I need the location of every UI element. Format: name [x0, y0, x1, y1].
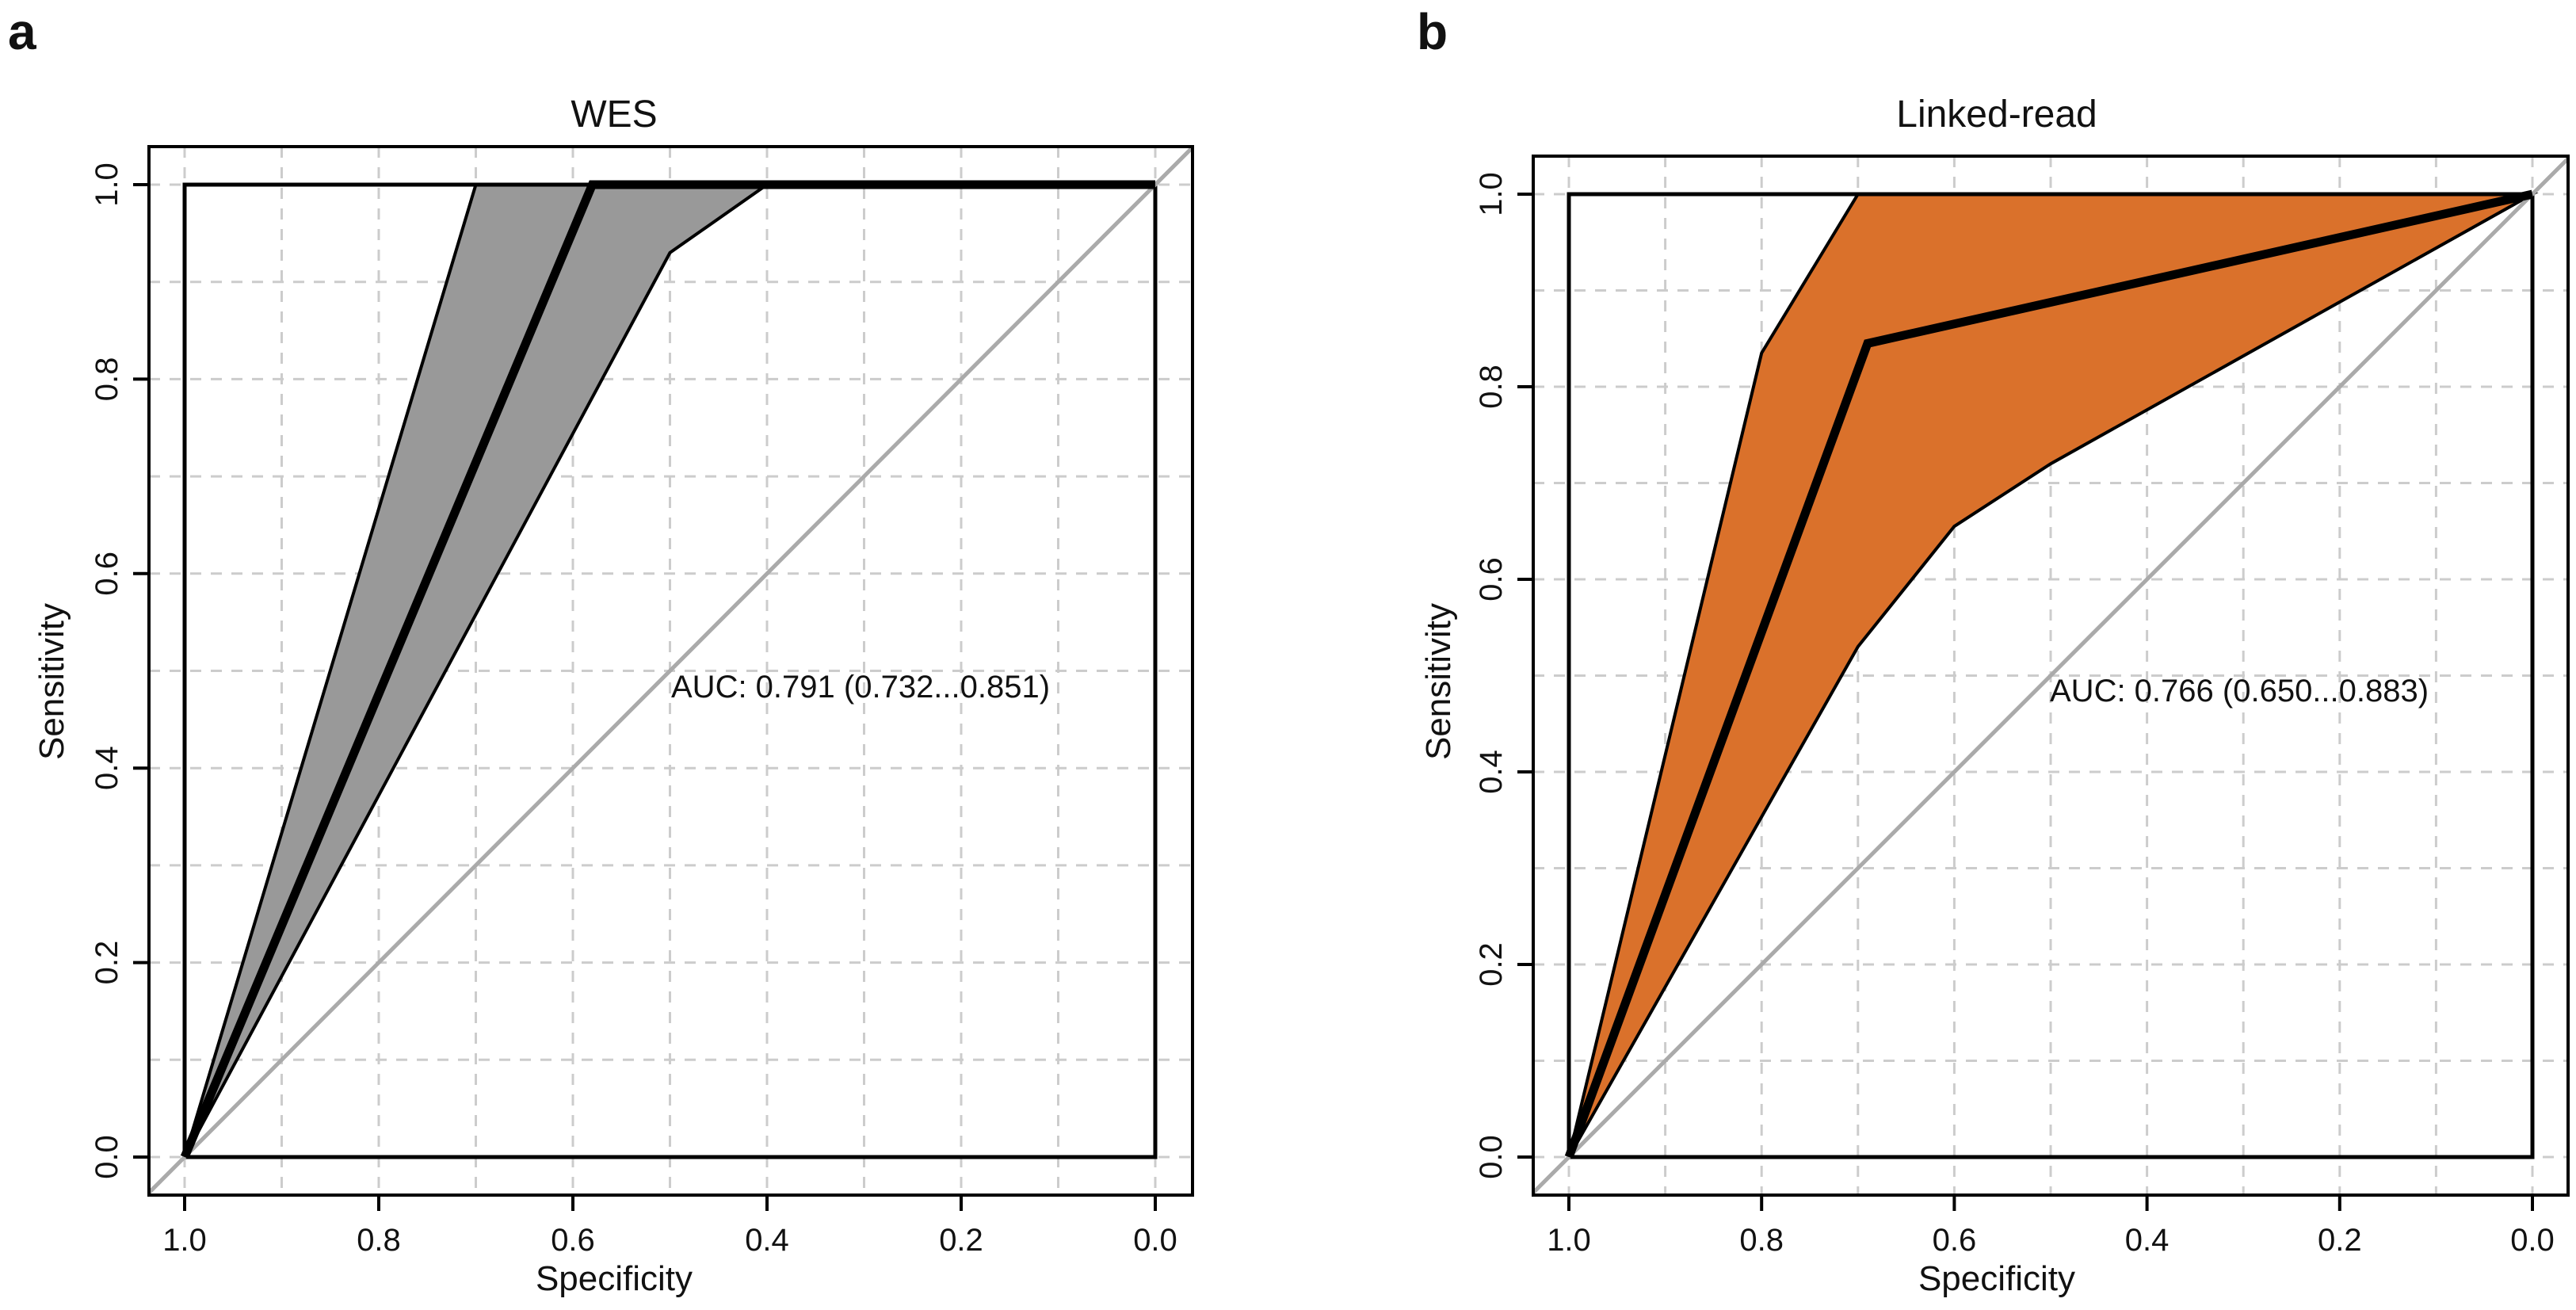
y-axis-label: Sensitivity: [1419, 603, 1458, 760]
y-tick-label: 0.2: [90, 941, 124, 985]
plot-frame: [147, 145, 1194, 1197]
chart-title-wes: WES: [571, 94, 657, 136]
y-tick-label: 0.0: [1474, 1135, 1509, 1179]
y-tick-label: 0.4: [90, 746, 124, 790]
x-tick-label: 0.6: [1933, 1223, 1977, 1258]
chance-diagonal: [1532, 157, 2570, 1194]
x-tick-label: 0.2: [939, 1223, 983, 1258]
panel-letter-a: a: [8, 3, 36, 60]
y-tick-label: 0.8: [90, 357, 124, 402]
x-axis-label: Specificity: [1918, 1259, 2075, 1298]
x-tick-label: 1.0: [162, 1223, 207, 1258]
plot-frame: [1532, 155, 2570, 1197]
auc-annotation: AUC: 0.766 (0.650...0.883): [2050, 674, 2429, 708]
y-tick-label: 0.0: [90, 1135, 124, 1179]
x-tick-label: 0.0: [2510, 1223, 2555, 1258]
x-tick-label: 0.6: [551, 1223, 595, 1258]
chance-diagonal: [147, 146, 1194, 1194]
reference-layer: [1532, 157, 2570, 1194]
y-tick-label: 0.6: [90, 552, 124, 596]
y-tick-label: 1.0: [90, 162, 124, 207]
roc-curve-layer: [1564, 189, 2534, 1159]
x-tick-label: 0.0: [1133, 1223, 1177, 1258]
x-axis-label: Specificity: [536, 1259, 693, 1298]
roc-curve: [180, 180, 1155, 1159]
axis-ticks: 1.0 0.8 0.6 0.4 0.2 0.0 0.0 0.2 0.4 0.6 0.8 1.0: [90, 162, 1177, 1258]
roc-curve-layer: [180, 180, 1155, 1159]
confidence-band-layer: [1567, 193, 2539, 1158]
chart-title-linked-read: Linked-read: [1896, 94, 2097, 136]
x-tick-label: 0.2: [2318, 1223, 2362, 1258]
panel-a: a WES Specificity Sensitivity 1.0 0.8 0.6 0…: [8, 3, 1194, 1298]
y-axis-label: Sensitivity: [32, 603, 71, 760]
y-tick-label: 0.2: [1474, 942, 1509, 987]
axis-ticks: 1.0 0.8 0.6 0.4 0.2 0.0 0.0 0.2 0.4 0.6 0.8 1.0: [1474, 172, 2555, 1258]
x-tick-label: 1.0: [1547, 1223, 1591, 1258]
y-tick-label: 0.8: [1474, 365, 1509, 409]
y-tick-label: 1.0: [1474, 172, 1509, 216]
y-tick-label: 0.6: [1474, 557, 1509, 602]
x-tick-label: 0.8: [1739, 1223, 1784, 1258]
x-tick-label: 0.8: [357, 1223, 401, 1258]
x-tick-label: 0.4: [2125, 1223, 2170, 1258]
panel-letter-b: b: [1417, 3, 1448, 60]
x-tick-label: 0.4: [745, 1223, 789, 1258]
unit-square: [1567, 192, 2535, 1159]
y-tick-label: 0.4: [1474, 750, 1509, 794]
auc-annotation: AUC: 0.791 (0.732...0.851): [671, 670, 1050, 705]
roc-curve: [1564, 189, 2534, 1159]
panel-b: b Linked-read Specificity Sensitivity 1.…: [1417, 3, 2570, 1298]
confidence-band: [1567, 193, 2539, 1158]
